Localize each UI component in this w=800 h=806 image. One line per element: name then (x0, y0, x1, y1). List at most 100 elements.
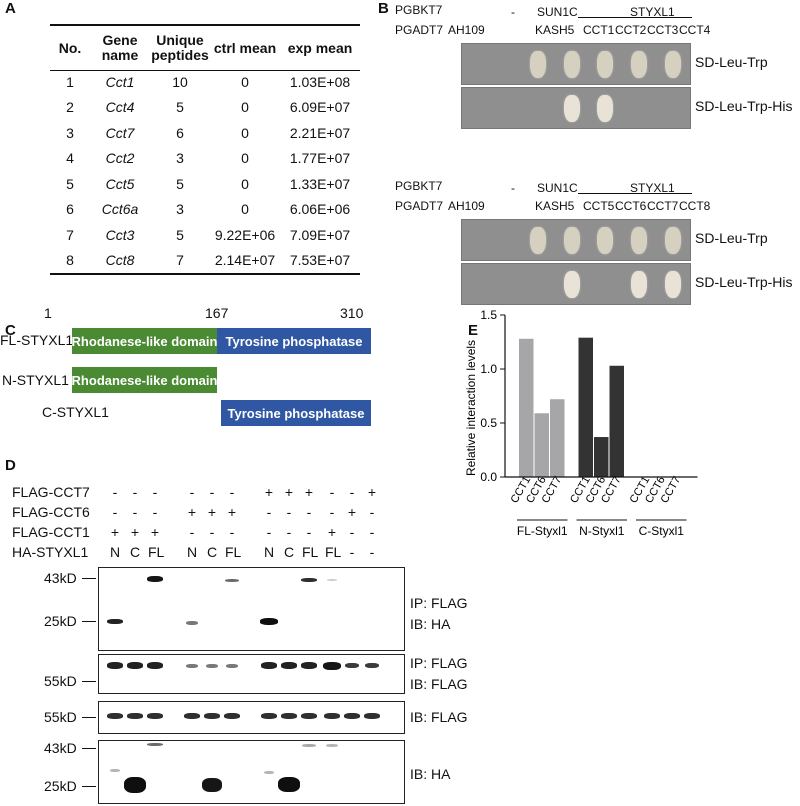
lane-symbol: - (209, 524, 215, 540)
lane-symbol: + (327, 524, 337, 540)
lane-symbol: - (189, 484, 195, 500)
protein-band (261, 713, 277, 719)
panel-b-letter: B (378, 0, 389, 17)
table-row: 5 Cct5 5 0 1.33E+07 (50, 171, 360, 197)
col-header: exp mean (287, 39, 353, 56)
bar (609, 365, 624, 477)
lane-symbol: FL (225, 544, 242, 560)
bar (534, 413, 549, 477)
table-cell: 0 (241, 150, 249, 167)
coip-row-label: FLAG-CCT1 (12, 524, 90, 540)
table-row: 6 Cct6a 3 0 6.06E+06 (50, 197, 360, 223)
construct-label: N-STYXL1 (2, 372, 69, 388)
group-label: N-Styxl1 (579, 524, 625, 538)
lane-symbol: - (112, 504, 118, 520)
yeast-spot (631, 51, 647, 78)
lane-symbol: FL (148, 544, 165, 560)
marker-25kd: 25kD (44, 613, 77, 629)
yeast-plate (461, 219, 691, 261)
table-cell: 5 (176, 226, 184, 243)
bait-styxl1: STYXL1 (630, 181, 675, 195)
group-label: C-Styxl1 (639, 524, 685, 538)
col-header: Gene name (101, 32, 139, 63)
yeast-spot (597, 95, 613, 122)
lane-symbol: - (229, 484, 235, 500)
table-row: 8 Cct8 7 2.14E+07 7.53E+07 (50, 248, 360, 274)
marker-tick (82, 621, 96, 622)
table-cell: 7 (176, 252, 184, 269)
bait-sun1c: SUN1C (537, 5, 578, 19)
protein-band (301, 713, 317, 719)
lane-symbol: + (207, 504, 217, 520)
table-cell: Cct2 (105, 150, 135, 167)
medium-label: SD-Leu-Trp-His (695, 98, 793, 114)
bar (550, 399, 565, 477)
protein-band (344, 713, 360, 719)
table-cell: 1.03E+08 (289, 73, 351, 90)
marker-tick (82, 681, 96, 682)
table-cell: 0 (241, 73, 249, 90)
lane-symbol: - (209, 484, 215, 500)
table-cell: 0 (241, 124, 249, 141)
prey-ah109: AH109 (448, 23, 485, 37)
lane-symbol: + (187, 504, 197, 520)
blot-label: IP: FLAG (410, 595, 468, 611)
protein-band (301, 578, 317, 582)
yeast-plate (461, 43, 691, 85)
table-cell: 3 (176, 150, 184, 167)
table-cell: 3 (176, 201, 184, 218)
table-cell: Cct4 (105, 99, 135, 116)
tyrosine-phosphatase-domain: Tyrosine phosphatase (217, 328, 371, 354)
yeast-spot (597, 227, 613, 254)
prey-label-cct: CCT7 (647, 199, 679, 213)
protein-band (127, 713, 143, 719)
table-row: 1 Cct1 10 0 1.03E+08 (50, 69, 360, 95)
lane-symbol: - (369, 544, 375, 560)
prey-label-cct: CCT4 (679, 23, 711, 37)
col-header: Unique peptides (151, 32, 209, 63)
protein-band (147, 576, 163, 582)
lane-symbol: - (152, 484, 158, 500)
lane-symbol: - (112, 484, 118, 500)
prey-kash5: KASH5 (535, 23, 575, 37)
protein-band (202, 778, 222, 792)
lane-symbol: - (286, 524, 292, 540)
tick-1: 1 (44, 305, 52, 321)
lane-symbol: - (349, 484, 355, 500)
protein-band (224, 713, 240, 719)
lane-symbol: + (284, 484, 294, 500)
lane-symbol: N (186, 544, 198, 560)
table-cell: 5 (176, 99, 184, 116)
lane-symbol: + (264, 484, 274, 500)
protein-band (184, 713, 200, 719)
lane-symbol: FL (325, 544, 342, 560)
lane-symbol: + (227, 504, 237, 520)
lane-symbol: - (329, 484, 335, 500)
lane-symbol: - (306, 504, 312, 520)
prey-label-cct: CCT3 (647, 23, 679, 37)
protein-band (261, 662, 277, 669)
bait-styxl1: STYXL1 (630, 5, 675, 19)
table-cell: 2 (66, 99, 74, 116)
yeast-spot (597, 51, 613, 78)
lane-symbol: - (286, 504, 292, 520)
medium-label: SD-Leu-Trp-His (695, 274, 793, 290)
protein-band (345, 663, 359, 668)
rhodanese-domain: Rhodanese-like domain (72, 328, 217, 354)
table-cell: 0 (241, 99, 249, 116)
marker-55kd: 55kD (44, 709, 77, 725)
lane-symbol: + (130, 524, 140, 540)
coip-row-label: FLAG-CCT7 (12, 484, 90, 500)
table-cell: 6.06E+06 (289, 201, 351, 218)
blot-label: IB: HA (410, 766, 451, 782)
table-cell: Cct7 (105, 124, 135, 141)
table-cell: 3 (66, 124, 74, 141)
prey-label: PGADT7 (395, 23, 444, 37)
table-cell: 0 (241, 175, 249, 192)
table-cell: 2.21E+07 (289, 124, 351, 141)
panel-c-letter: C (5, 322, 16, 339)
lane-symbol: N (109, 544, 121, 560)
protein-band (147, 743, 163, 746)
lane-symbol: - (369, 524, 375, 540)
